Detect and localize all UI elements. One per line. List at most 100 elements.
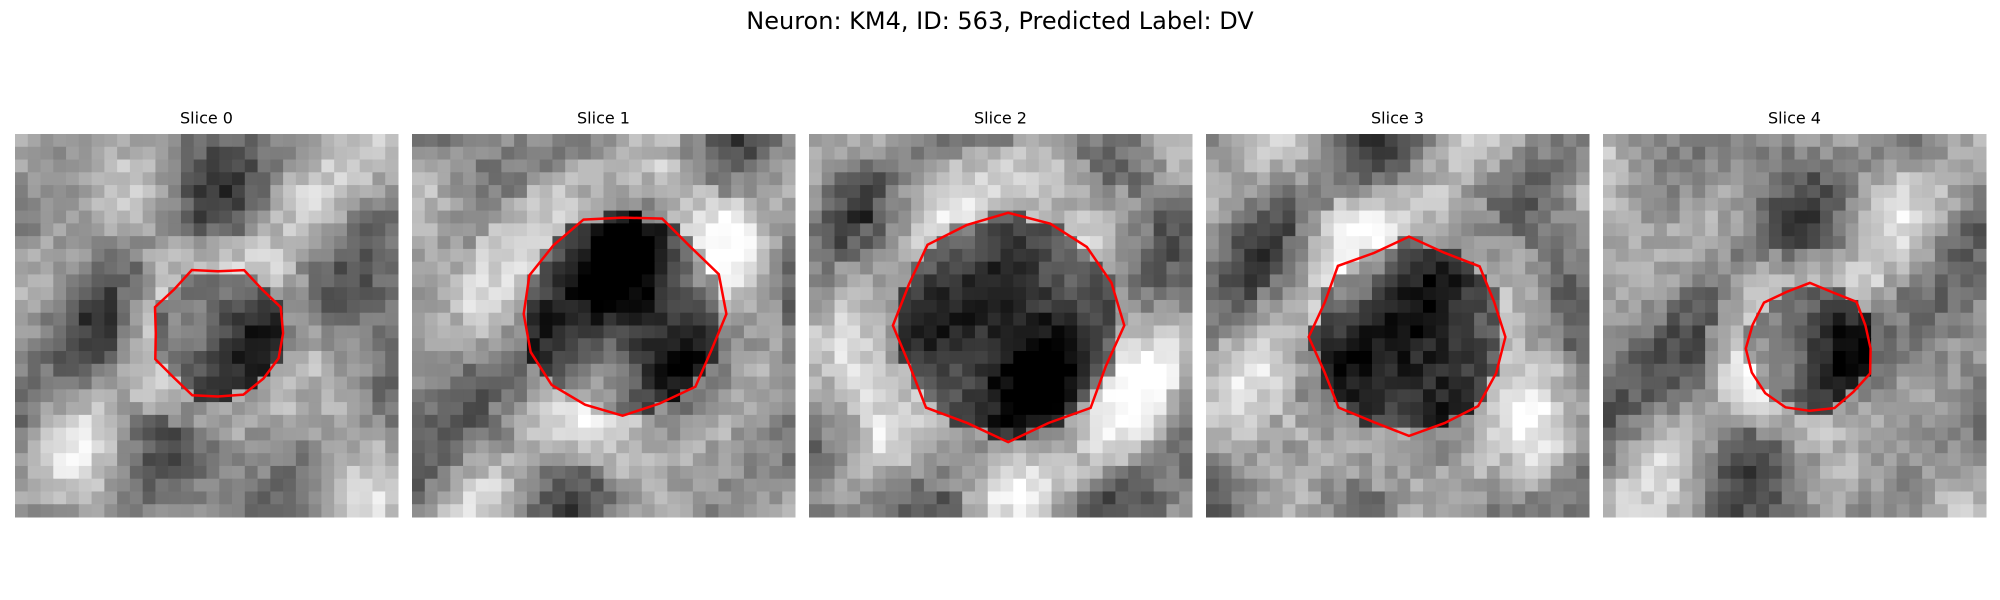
pixel [1654, 172, 1668, 186]
pixel [667, 491, 681, 505]
pixel [1295, 453, 1309, 467]
pixel [219, 210, 233, 224]
pixel [1512, 440, 1526, 454]
pixel [334, 504, 348, 518]
pixel [629, 261, 643, 275]
pixel [1654, 159, 1668, 173]
pixel [15, 299, 29, 314]
pixel [705, 274, 719, 288]
pixel [514, 389, 528, 403]
pixel [872, 389, 887, 403]
pixel [1231, 197, 1245, 212]
pixel [756, 453, 770, 467]
pixel [1153, 363, 1167, 378]
pixel [1486, 402, 1501, 416]
pixel [782, 465, 796, 480]
pixel [1730, 185, 1744, 199]
pixel [1140, 491, 1155, 505]
pixel [1423, 389, 1437, 403]
pixel [1896, 414, 1910, 429]
pixel [1896, 223, 1910, 237]
pixel [1461, 274, 1475, 288]
pixel [104, 210, 118, 224]
pixel [603, 172, 617, 186]
pixel [27, 440, 42, 454]
pixel [193, 414, 207, 429]
pixel [987, 274, 1001, 288]
pixel [244, 363, 259, 378]
pixel [1934, 287, 1949, 301]
pixel [372, 146, 386, 161]
pixel [911, 159, 925, 173]
pixel [257, 185, 271, 199]
pixel [308, 453, 322, 467]
pixel [1883, 414, 1898, 429]
pixel [283, 351, 297, 365]
pixel [270, 402, 284, 416]
pixel [1269, 287, 1284, 301]
pixel [705, 287, 719, 301]
pixel [412, 427, 426, 441]
pixel [577, 363, 592, 378]
pixel [1499, 197, 1513, 212]
pixel [117, 236, 131, 250]
pixel [539, 491, 553, 505]
pixel [949, 146, 963, 161]
pixel [78, 440, 93, 454]
pixel [834, 223, 848, 237]
pixel [1269, 363, 1284, 378]
pixel [193, 146, 207, 161]
pixel [1448, 312, 1462, 326]
pixel [1026, 389, 1040, 403]
pixel [1115, 504, 1129, 518]
pixel [1038, 146, 1053, 161]
pixel [78, 134, 93, 148]
pixel [1179, 376, 1193, 390]
pixel [1448, 172, 1462, 186]
pixel [1359, 504, 1373, 518]
pixel [1257, 427, 1271, 441]
pixel [565, 159, 579, 173]
pixel [1666, 338, 1681, 352]
pixel [1140, 376, 1155, 390]
pixel [437, 376, 451, 390]
pixel [193, 351, 207, 365]
pixel [1295, 440, 1309, 454]
pixel [641, 363, 656, 378]
pixel [1692, 363, 1706, 378]
pixel [743, 261, 758, 275]
pixel [1218, 197, 1233, 212]
pixel [821, 223, 836, 237]
pixel [193, 427, 207, 441]
pixel [1244, 223, 1258, 237]
pixel [1654, 299, 1668, 314]
pixel [974, 261, 989, 275]
pixel [514, 223, 528, 237]
pixel [552, 185, 566, 199]
pixel [834, 504, 848, 518]
pixel [1320, 440, 1335, 454]
pixel [1960, 414, 1974, 429]
pixel [514, 134, 528, 148]
pixel [1308, 185, 1322, 199]
pixel [1756, 440, 1770, 454]
pixel [1896, 478, 1910, 492]
pixel [1206, 261, 1220, 275]
pixel [731, 325, 745, 339]
pixel [168, 427, 182, 441]
pixel [1563, 363, 1577, 378]
pixel [180, 351, 195, 365]
pixel [769, 427, 783, 441]
pixel [629, 274, 643, 288]
pixel [1179, 210, 1193, 224]
pixel [1384, 223, 1398, 237]
pixel [1371, 299, 1386, 314]
pixel [552, 504, 566, 518]
pixel [321, 287, 335, 301]
pixel [1973, 299, 1987, 314]
pixel [1140, 427, 1155, 441]
pixel [1346, 223, 1360, 237]
pixel [1448, 299, 1462, 314]
pixel [244, 210, 259, 224]
pixel [53, 453, 67, 467]
